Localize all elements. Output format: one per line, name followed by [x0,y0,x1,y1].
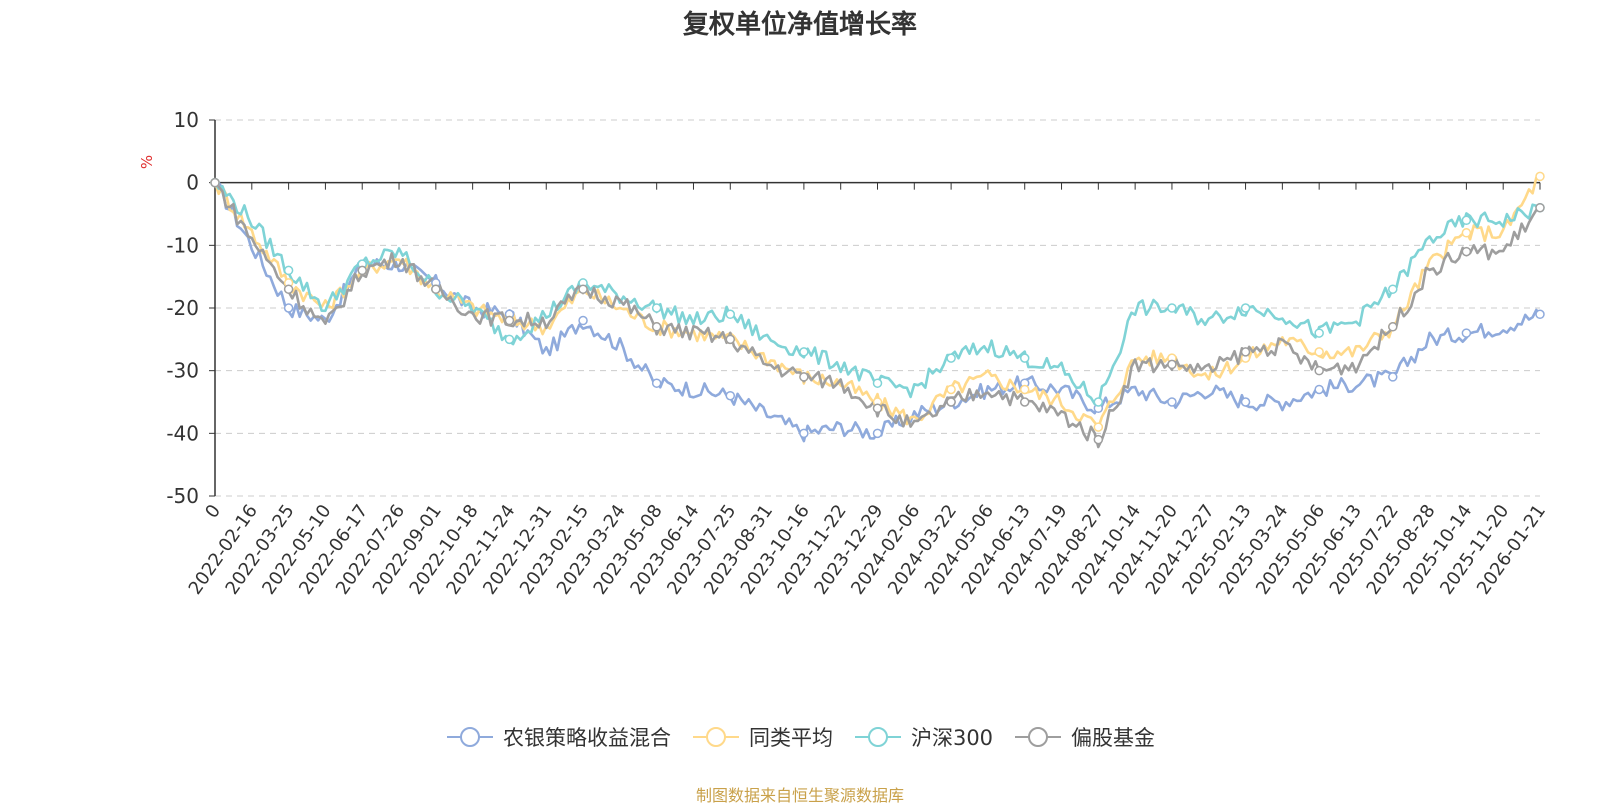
data-point [1535,202,1545,213]
data-point [1314,384,1324,395]
data-point [283,284,294,294]
data-point [1314,328,1324,338]
y-axis-label: % [138,155,156,169]
data-point [946,397,956,407]
data-point [872,428,883,439]
data-point [1019,353,1030,363]
data-point [651,303,662,313]
legend-label: 同类平均 [748,726,833,750]
data-point [1314,347,1324,357]
legend-label: 沪深300 [910,726,994,750]
data-point [1019,384,1030,395]
data-point [651,322,662,332]
data-point [1167,359,1177,370]
x-tick-label: 0 [201,501,225,522]
data-point [578,315,588,326]
series-markers [210,171,1545,445]
legend-item[interactable]: 同类平均 [691,722,833,752]
data-point [1535,309,1545,320]
data-point [1019,397,1030,407]
y-tick-label: -40 [166,421,199,445]
data-point [651,378,662,388]
data-point [1240,303,1251,313]
data-point [1093,434,1104,445]
legend-item[interactable]: 农银策略收益混合 [445,722,671,752]
data-point [946,353,956,363]
data-point [725,309,736,320]
legend-label: 偏股基金 [1071,726,1156,750]
data-point [1388,322,1398,332]
data-point [1093,397,1104,407]
legend-item[interactable]: 沪深300 [853,722,993,752]
data-point [725,334,736,345]
y-tick-label: 10 [174,108,199,132]
grid-lines [215,119,1540,497]
legend-line-circle-icon [854,727,901,747]
data-point [431,284,441,294]
y-tick-label: -50 [166,484,199,508]
data-point [1535,171,1545,182]
data-point [1240,347,1251,357]
data-point [504,315,515,326]
data-point [283,265,294,276]
data-point [1093,422,1104,432]
data-point [1461,215,1472,226]
legend: 农银策略收益混合 同类平均 沪深300 偏股基金 [0,722,1600,752]
y-tick-label: -30 [166,359,199,383]
data-point [357,265,367,276]
y-tick-label: -20 [166,296,199,320]
series-line [213,175,1541,429]
data-point [872,403,883,414]
data-point [578,284,588,294]
legend-line-circle-icon [692,727,739,747]
axes: 100-10-20-30-40-5002022-02-162022-03-252… [166,108,1550,599]
data-point [1314,365,1324,376]
data-point [799,428,809,439]
y-tick-label: -10 [166,233,199,257]
data-point [946,384,956,395]
data-point [1388,372,1398,382]
data-point [799,347,809,357]
y-tick-label: 0 [186,171,199,195]
source-note: 制图数据来自恒生聚源数据库 [695,786,904,805]
data-point [725,390,736,401]
chart-title: 复权单位净值增长率 [682,10,917,40]
data-point [872,378,883,388]
data-point [1167,397,1177,407]
legend-line-circle-icon [446,727,493,747]
legend-item[interactable]: 偏股基金 [1013,722,1155,752]
data-point [210,177,220,188]
data-point [1461,228,1472,238]
data-point [1167,303,1177,313]
data-point [799,372,809,382]
data-point [1461,328,1472,338]
data-point [1240,397,1251,407]
data-point [1461,246,1472,257]
legend-line-circle-icon [1015,727,1062,747]
data-point [283,303,294,313]
legend-label: 农银策略收益混合 [502,726,671,750]
data-point [504,334,515,345]
data-point [1388,284,1398,294]
